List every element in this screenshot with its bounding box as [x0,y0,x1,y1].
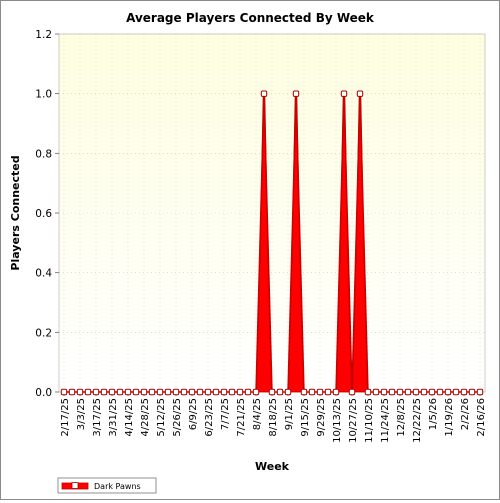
data-point [148,388,156,396]
data-point [292,90,300,97]
data-point [156,388,164,396]
data-point [132,388,140,396]
data-point [420,388,428,396]
chart-title: Average Players Connected By Week [126,11,375,25]
data-point [340,90,348,97]
data-point [116,388,124,396]
x-tick-label: 3/3/25 [76,398,87,430]
x-tick-label: 5/12/25 [156,398,167,437]
x-tick-label: 12/8/25 [396,398,407,437]
data-point [404,388,412,396]
data-point [428,388,436,396]
data-point [212,388,220,396]
x-tick-label: 10/13/25 [332,398,343,443]
x-tick-label: 9/29/25 [316,398,327,437]
x-tick-label: 9/15/25 [300,398,311,437]
data-point [180,388,188,396]
data-point [108,388,116,396]
y-tick-label: 0.0 [35,387,52,399]
data-point [188,388,196,396]
x-tick-label: 11/24/25 [380,398,391,443]
x-tick-label: 4/28/25 [140,398,151,437]
data-point [124,388,132,396]
data-point [172,388,180,396]
data-point [300,388,308,396]
x-tick-label: 7/7/25 [220,398,231,430]
data-point [60,388,68,396]
data-point [260,90,268,97]
data-point [372,388,380,396]
x-tick-label: 11/10/25 [364,398,375,443]
data-point [236,388,244,396]
data-point [444,388,452,396]
data-point [100,388,108,396]
data-point [460,388,468,396]
x-tick-label: 10/27/25 [348,398,359,443]
data-point [380,388,388,396]
x-tick-label: 5/26/25 [172,398,183,437]
data-point [476,388,484,396]
x-tick-label: 9/1/25 [284,398,295,430]
x-tick-label: 1/5/26 [428,398,439,430]
x-tick-label: 3/17/25 [92,398,103,437]
data-point [364,388,372,396]
x-tick-label: 12/22/25 [412,398,423,443]
legend-label: Dark Pawns [94,482,141,491]
x-tick-label: 2/2/26 [460,398,471,430]
y-tick-label: 0.6 [35,208,52,220]
x-axis-ticks: 2/17/25 3/3/25 3/17/25 3/31/25 4/14/25 4/28/2… [60,392,487,443]
data-point [324,388,332,396]
y-tick-label: 1.0 [35,89,52,101]
data-point [140,388,148,396]
data-point [220,388,228,396]
data-point [68,388,76,396]
y-tick-label: 0.8 [35,148,52,160]
x-tick-label: 3/31/25 [108,398,119,437]
data-point [84,388,92,396]
data-point [356,90,364,97]
y-tick-label: 1.2 [35,29,52,41]
data-point [228,388,236,396]
x-tick-label: 6/23/25 [204,398,215,437]
data-point [436,388,444,396]
data-point [452,388,460,396]
x-tick-label: 2/17/25 [60,398,71,437]
data-point [412,388,420,396]
data-point [164,388,172,396]
data-point [276,388,284,396]
data-point [252,388,260,396]
data-point [316,388,324,396]
x-tick-label: 8/18/25 [268,398,279,437]
x-tick-label: 6/9/25 [188,398,199,430]
data-point [196,388,204,396]
data-point [332,388,340,396]
data-point [388,388,396,396]
data-point [468,388,476,396]
data-point [348,388,356,396]
y-axis-ticks: 0.0 0.2 0.4 0.6 0.8 1.0 1.2 [35,29,59,399]
data-point [308,388,316,396]
data-point [396,388,404,396]
x-tick-label: 2/16/26 [476,398,487,437]
legend: Dark Pawns [57,477,157,494]
y-tick-label: 0.4 [35,268,52,280]
x-tick-label: 8/4/25 [252,398,263,430]
data-point [268,388,276,396]
data-point [76,388,84,396]
data-point [284,388,292,396]
x-tick-label: 1/19/26 [444,398,455,437]
data-point [244,388,252,396]
y-axis-label: Players Connected [9,155,22,270]
x-tick-label: 7/21/25 [236,398,247,437]
series-dark-pawns [60,90,484,396]
x-axis-label: Week [255,460,290,473]
legend-marker [71,482,79,489]
data-point [204,388,212,396]
x-tick-label: 4/14/25 [124,398,135,437]
y-tick-label: 0.2 [35,327,52,339]
data-point [92,388,100,396]
